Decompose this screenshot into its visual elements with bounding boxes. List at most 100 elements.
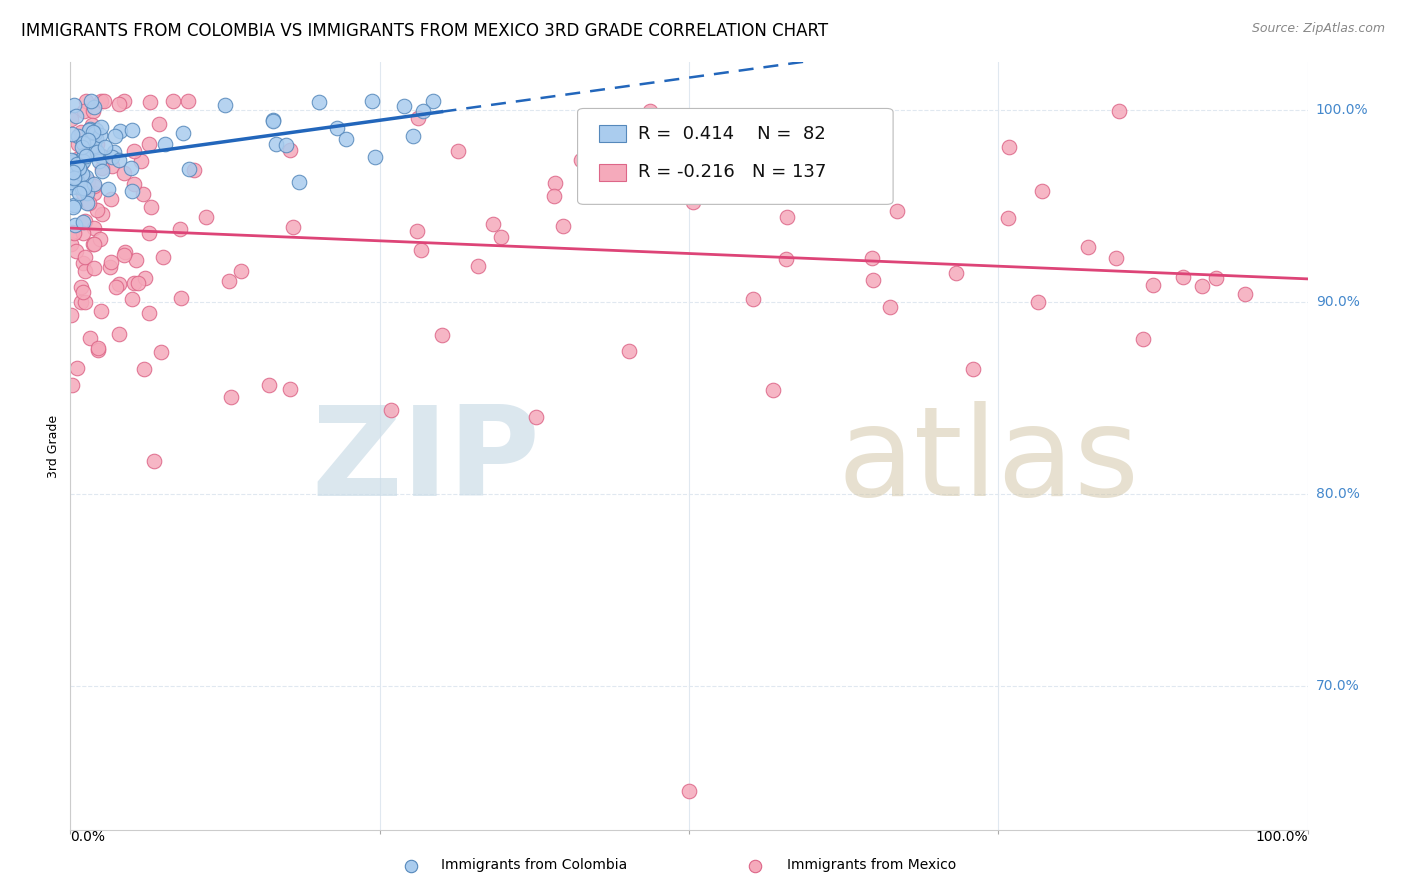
Point <box>77 195 100 210</box>
Point <box>148 117 170 131</box>
Point <box>83 186 105 200</box>
Point <box>274 137 297 152</box>
Point <box>682 195 704 210</box>
Point <box>72 226 94 240</box>
Point <box>617 344 640 359</box>
Point <box>100 192 122 206</box>
Text: 0.0%: 0.0% <box>70 830 105 844</box>
Point <box>65 109 87 123</box>
Point <box>122 276 145 290</box>
Point <box>60 172 83 186</box>
Point <box>945 267 967 281</box>
Point <box>86 202 108 217</box>
FancyBboxPatch shape <box>599 164 626 180</box>
Point <box>72 136 94 151</box>
Point <box>70 156 93 170</box>
Point <box>467 259 489 273</box>
Point <box>62 165 84 179</box>
Point <box>62 200 84 214</box>
Point <box>104 128 127 143</box>
Point <box>65 153 87 167</box>
Point <box>83 139 105 153</box>
Point <box>399 859 422 873</box>
Point <box>84 123 107 137</box>
Point <box>411 243 433 257</box>
Y-axis label: 3rd Grade: 3rd Grade <box>46 415 60 477</box>
Point <box>72 172 94 186</box>
Point <box>89 153 111 168</box>
Point <box>59 153 82 168</box>
Point <box>73 295 96 310</box>
Point <box>138 306 160 320</box>
Point <box>860 251 883 265</box>
Point <box>100 255 122 269</box>
Text: 70.0%: 70.0% <box>1316 679 1360 693</box>
Point <box>101 160 124 174</box>
Point <box>90 149 112 163</box>
Point <box>121 184 143 198</box>
Point <box>776 210 799 224</box>
Point <box>121 292 143 306</box>
Point <box>107 277 129 291</box>
Point <box>1108 104 1130 119</box>
Point <box>862 273 884 287</box>
Point <box>90 161 112 176</box>
Point <box>67 136 90 151</box>
Point <box>60 225 83 239</box>
Point <box>1171 269 1194 284</box>
Point <box>83 221 105 235</box>
Point <box>879 301 901 315</box>
Point <box>886 204 908 219</box>
Point <box>553 219 575 234</box>
Point <box>73 250 96 264</box>
Point <box>63 197 86 211</box>
Point <box>569 153 592 168</box>
Point <box>308 95 330 109</box>
Point <box>138 227 160 241</box>
Point <box>138 137 160 152</box>
Point <box>79 331 101 345</box>
Point <box>1205 271 1227 285</box>
Point <box>262 112 284 127</box>
Text: Immigrants from Mexico: Immigrants from Mexico <box>787 858 956 872</box>
Point <box>105 279 128 293</box>
Point <box>89 128 111 143</box>
Point <box>132 362 155 376</box>
Point <box>75 264 97 278</box>
Point <box>422 94 444 108</box>
Point <box>67 186 90 200</box>
Point <box>775 252 797 266</box>
Point <box>998 140 1021 154</box>
Point <box>114 244 136 259</box>
Point <box>83 260 105 275</box>
Point <box>392 99 415 113</box>
Point <box>66 129 89 144</box>
Point <box>257 377 280 392</box>
Point <box>221 390 243 404</box>
Point <box>218 274 240 288</box>
Point <box>60 236 83 251</box>
Point <box>70 140 93 154</box>
Point <box>183 163 205 178</box>
Point <box>112 248 135 262</box>
Point <box>112 94 135 108</box>
Point <box>278 382 301 396</box>
Point <box>62 165 84 179</box>
Point <box>70 295 93 310</box>
Point <box>63 226 86 240</box>
Point <box>79 121 101 136</box>
Point <box>446 144 468 158</box>
Point <box>264 136 287 151</box>
Point <box>363 150 385 164</box>
Point <box>80 119 103 133</box>
Point <box>98 260 121 274</box>
Point <box>412 104 434 119</box>
Point <box>742 292 765 306</box>
Point <box>83 236 105 251</box>
Point <box>83 178 105 193</box>
Point <box>63 154 86 169</box>
Point <box>89 232 111 246</box>
Point <box>60 169 83 184</box>
Point <box>402 128 425 143</box>
Point <box>76 186 98 200</box>
